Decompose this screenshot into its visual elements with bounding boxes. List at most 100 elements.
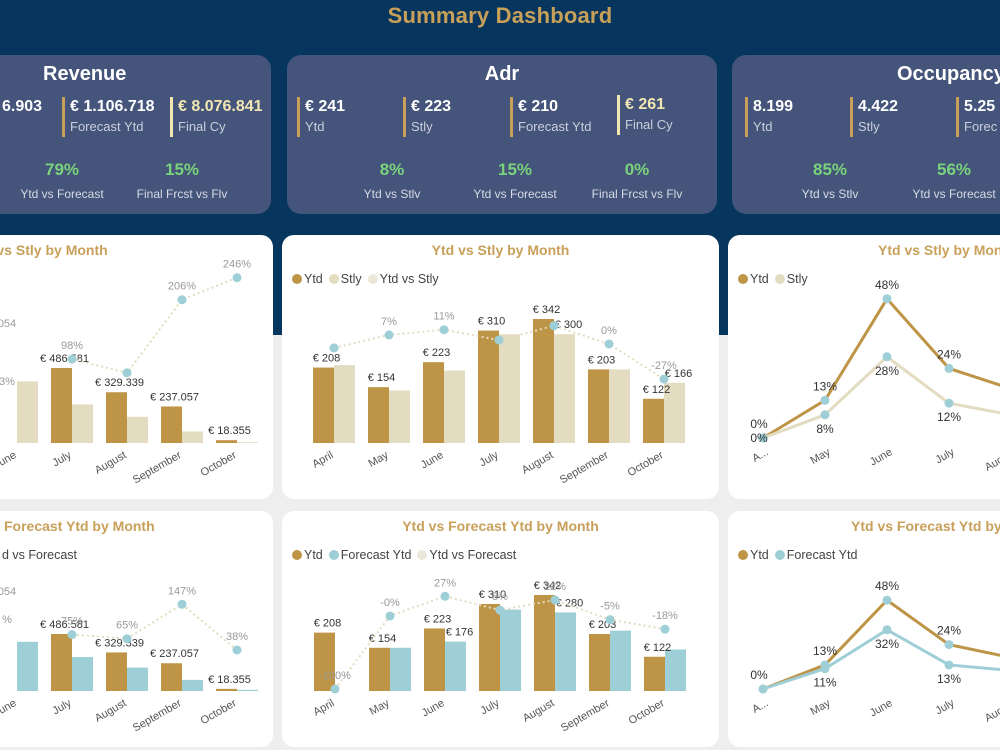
line-point [882, 595, 892, 605]
kpi-divider [170, 97, 173, 137]
legend-dot-icon [774, 550, 785, 560]
bar-stly [389, 390, 410, 443]
line-label: 206% [168, 281, 196, 293]
legend-item[interactable]: Ytd [292, 272, 323, 286]
line-label: -5% [600, 601, 620, 613]
kpi-pct-label: Ytd vs Forecast [473, 187, 557, 201]
line-point [758, 433, 768, 443]
chart-legend[interactable]: d vs Forecast [0, 548, 83, 562]
chart-card-adr-stly[interactable]: Ytd vs Stly by Month Ytd Stly Ytd vs Stly € … [282, 235, 719, 499]
legend-item[interactable]: Forecast Ytd [328, 548, 411, 562]
bar-ytd [534, 595, 555, 691]
line-label: 13% [937, 672, 961, 686]
chart-title: Ytd vs Stly by Mon [878, 242, 1000, 258]
kpi-value: € 1.106.718 [70, 98, 155, 115]
x-tick-label: April [311, 697, 336, 718]
bar-label: € 203 [588, 354, 616, 366]
bar-forecast-ytd [237, 689, 258, 691]
chart-legend[interactable]: Ytd Forecast Ytd Ytd vs Forecast [292, 548, 522, 562]
line-point [440, 591, 450, 601]
bar-stly [609, 369, 630, 443]
chart-title: Ytd vs Stly by Month [431, 242, 570, 258]
legend-dot-icon [328, 274, 339, 284]
x-tick-label: September [131, 449, 184, 486]
line-point [605, 615, 615, 625]
x-tick-label: July [479, 697, 502, 717]
kpi-label: Stly [858, 119, 880, 134]
legend-item[interactable]: Ytd vs Forecast [417, 548, 516, 562]
line-point [439, 325, 449, 335]
x-tick-label: A... [750, 446, 770, 465]
kpi-value-block: 5.25 Forec [956, 97, 997, 137]
legend-dot-icon [417, 550, 428, 560]
chart-svg: June € 486.581 July € 329.339 August € 237.05… [0, 585, 258, 735]
bar-stly [127, 416, 148, 443]
line-label: 13% [813, 379, 837, 393]
x-tick-label: September [559, 697, 612, 734]
chart-legend[interactable]: Ytd Forecast Ytd [738, 548, 863, 562]
legend-dot-icon [328, 550, 339, 560]
legend-label: Stly [786, 272, 808, 286]
legend-item[interactable]: Stly [328, 272, 362, 286]
kpi-card-revenue[interactable]: Revenue 6.903 € 1.106.718 Forecast Ytd €… [0, 55, 271, 214]
bar-ytd [216, 688, 237, 691]
x-tick-label: October [199, 449, 239, 479]
x-tick-label: October [627, 697, 667, 727]
kpi-card-occupancy[interactable]: Occupancy 8.199 Ytd 4.422 Stly 5.25 Fore… [732, 55, 1000, 214]
kpi-pct-value: 56% [936, 160, 972, 179]
line-label: 27% [434, 577, 456, 589]
chart-card-occupancy-forecast[interactable]: Ytd vs Forecast Ytd by Ytd Forecast Ytd 0% 1… [728, 511, 1000, 747]
kpi-value-block: € 1.106.718 Forecast Ytd [62, 97, 155, 137]
kpi-label: Forecast Ytd [70, 119, 144, 134]
chart-card-adr-forecast[interactable]: Ytd vs Forecast Ytd by Month Ytd Forecast … [282, 511, 719, 747]
bar-ytd [51, 368, 72, 443]
line-point [549, 321, 559, 331]
bar-label: € 18.355 [208, 674, 251, 686]
kpi-pct-value: 8% [379, 160, 405, 179]
chart-card-occupancy-stly[interactable]: Ytd vs Stly by Mon Ytd Stly 0% 13% 48% 24% 0% 8%… [728, 235, 1000, 499]
legend-label: Ytd [304, 272, 323, 286]
line-label: 24% [937, 347, 961, 361]
bar-ytd [643, 398, 664, 443]
kpi-pct-block: 15% Final Frcst vs Flv [132, 159, 232, 201]
line-label: 147% [168, 585, 196, 597]
kpi-value-block: € 210 Forecast Ytd [510, 97, 591, 137]
kpi-card-adr[interactable]: Adr € 241 Ytd € 223 Stly € 210 Forecast … [287, 55, 717, 214]
line-point [385, 611, 395, 621]
bar-stly [554, 334, 575, 443]
legend-item[interactable]: Ytd [738, 272, 769, 286]
kpi-pct-value: 79% [44, 160, 80, 179]
legend-item[interactable]: Ytd [738, 548, 769, 562]
legend-item[interactable]: Stly [774, 272, 808, 286]
kpi-pct-label: Ytd vs Stlv [363, 187, 421, 201]
kpi-pct-label: Ytd vs Forecast [912, 187, 996, 201]
kpi-pct-value: 15% [164, 160, 200, 179]
bar-ytd [369, 647, 390, 691]
x-tick-label: August [93, 449, 129, 477]
bar-ytd [478, 330, 499, 443]
bar-stly [499, 334, 520, 443]
kpi-pct-block: 15% Ytd vs Forecast [465, 159, 565, 201]
kpi-value: € 261 [625, 96, 666, 113]
kpi-label: Ytd [753, 119, 773, 134]
kpi-divider [510, 97, 513, 137]
bar-label: € 166 [665, 368, 693, 380]
chart-legend[interactable]: Ytd Stly Ytd vs Stly [292, 272, 445, 286]
bar-label: € 122 [643, 384, 671, 396]
kpi-value: 4.422 [858, 98, 899, 115]
legend-item[interactable]: Ytd vs Stly [367, 272, 439, 286]
chart-card-revenue-forecast[interactable]: Forecast Ytd by Month d vs Forecast June € … [0, 511, 273, 747]
legend-item[interactable]: d vs Forecast [0, 548, 77, 562]
bar-label: € 342 [534, 580, 562, 592]
legend-item[interactable]: Ytd [292, 548, 323, 562]
chart-card-revenue-stly[interactable]: Ytd vs Stly by Month June € 486.581 July € 3… [0, 235, 273, 499]
chart-legend[interactable]: Ytd Stly [738, 272, 814, 286]
x-tick-label: June [420, 697, 447, 719]
bar-stly [72, 404, 93, 443]
x-tick-label: July [934, 697, 957, 717]
bar-stly [444, 370, 465, 443]
legend-label: Ytd [750, 272, 769, 286]
bar-ytd [423, 362, 444, 443]
legend-item[interactable]: Forecast Ytd [774, 548, 858, 562]
legend-label: Forecast Ytd [786, 548, 858, 562]
